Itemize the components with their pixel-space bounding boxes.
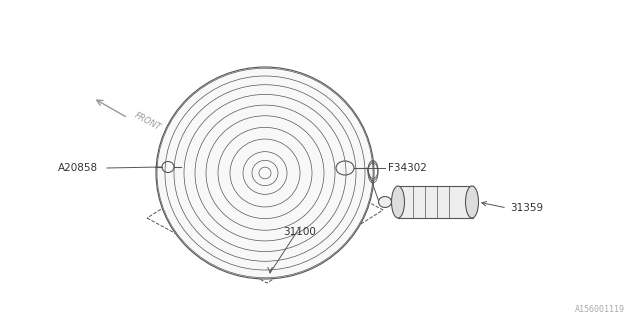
Bar [398, 186, 473, 218]
Ellipse shape [392, 186, 404, 218]
Ellipse shape [378, 196, 392, 207]
Ellipse shape [156, 67, 374, 279]
Text: F34302: F34302 [388, 163, 427, 173]
Ellipse shape [465, 186, 479, 218]
Text: 31359: 31359 [510, 203, 543, 213]
Text: FRONT: FRONT [133, 111, 163, 133]
Text: A156001119: A156001119 [575, 305, 625, 314]
Text: 31100: 31100 [284, 227, 316, 237]
Text: A20858: A20858 [58, 163, 98, 173]
